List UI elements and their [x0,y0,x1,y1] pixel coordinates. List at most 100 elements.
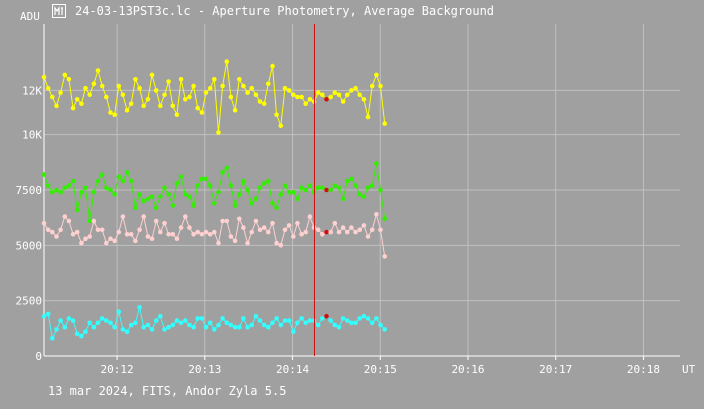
data-point [203,324,209,330]
data-point [266,81,271,87]
x-tick-label: 20:15 [364,363,397,376]
data-point [224,165,230,171]
data-point [382,121,388,126]
data-point [116,229,122,235]
data-point [253,313,259,319]
data-point [237,324,242,330]
data-point [299,185,304,191]
data-point [374,161,379,166]
data-point [274,240,279,246]
data-point [274,205,279,210]
data-point [361,223,367,228]
data-point [212,327,217,332]
data-point [203,90,209,95]
data-point [108,110,113,115]
data-point [328,318,334,323]
data-point [99,83,105,89]
data-point [45,227,51,233]
data-point [79,101,84,106]
data-point [303,101,309,106]
x-tick-label: 20:18 [627,363,660,376]
data-point [54,187,59,193]
data-point [303,320,309,326]
data-point [170,322,176,328]
data-point [340,225,346,230]
data-point [203,176,209,182]
data-point [374,212,379,217]
data-point [266,229,271,235]
data-point [124,170,130,175]
data-point [278,322,284,328]
data-point [315,185,321,191]
data-point [162,220,167,226]
data-point [112,112,117,117]
data-point [62,324,68,330]
data-point [261,101,267,106]
photometry-app-icon[interactable] [52,4,66,18]
observation-caption: 13 mar 2024, FITS, Andor Zyla 5.5 [48,384,287,398]
data-point [353,229,358,235]
data-point [162,92,167,98]
data-point [261,225,267,230]
data-point [299,232,304,237]
data-point [207,183,213,188]
y-axis-title: ADU [20,10,40,23]
data-point [120,327,126,332]
data-point [315,227,321,233]
data-point [357,316,363,321]
data-point [41,172,47,177]
data-point [320,232,325,237]
data-point [328,187,334,193]
data-point [369,83,375,89]
data-point [295,220,300,226]
data-point [133,238,138,244]
data-point [241,178,246,184]
data-point [374,316,379,321]
data-point [99,316,105,321]
data-point [187,194,192,199]
y-tick-label: 2500 [16,295,43,308]
data-point [191,324,196,330]
data-point [174,318,180,323]
data-point [361,97,367,102]
data-point [353,183,358,188]
data-point [50,336,55,341]
data-point [320,92,325,98]
data-point [374,72,379,78]
data-point [149,194,155,199]
x-tick-label: 20:12 [101,363,134,376]
light-curve-chart[interactable]: 0 2500 5000 7500 10K 12K 20:12 20:13 20:14 20:15 2… [0,0,704,380]
data-point [336,185,342,191]
data-point [95,227,101,233]
data-point [62,185,68,191]
data-point [220,316,225,321]
data-point [332,183,338,188]
data-point [320,185,325,191]
data-point [278,243,284,248]
data-point [257,227,263,233]
data-point [74,97,80,102]
data-point [183,192,188,197]
data-point [328,229,334,235]
y-tick-label: 7500 [16,184,43,197]
data-point [58,318,63,323]
data-point [220,170,225,175]
data-point [95,68,101,73]
data-point [166,232,171,237]
data-point [237,192,242,197]
data-point [133,77,138,82]
data-point [158,313,163,319]
data-point [87,234,92,239]
data-point [278,192,284,197]
data-point [365,185,371,191]
data-point [99,172,105,177]
data-point [261,181,267,186]
data-point [307,214,313,219]
y-tick-label: 12K [22,84,42,97]
data-point [216,240,221,246]
data-point [141,214,146,219]
data-point [195,105,200,111]
data-point [153,218,159,224]
data-point [153,318,159,323]
data-point [382,254,388,259]
